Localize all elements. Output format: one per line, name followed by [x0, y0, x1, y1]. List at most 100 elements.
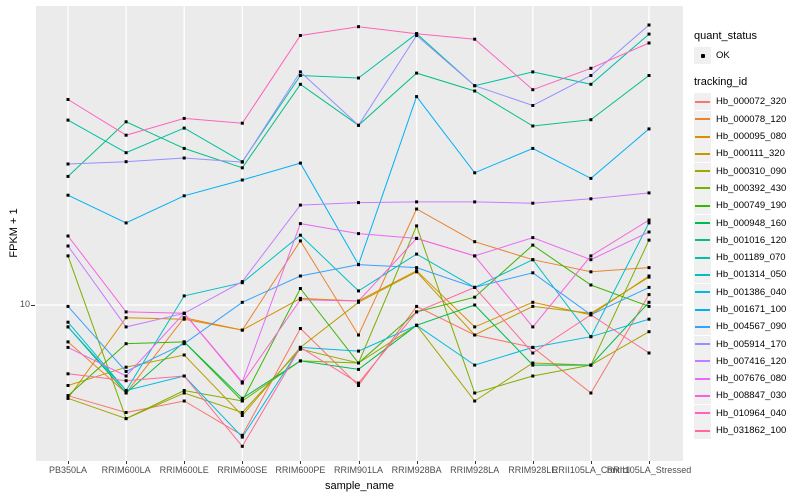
data-point — [531, 300, 535, 304]
data-point — [124, 160, 128, 164]
data-point — [647, 266, 651, 270]
legend-item-label: Hb_001189_070 — [716, 252, 786, 264]
data-point — [182, 399, 186, 403]
legend-key-line-icon — [695, 187, 710, 190]
x-tick-mark — [474, 461, 476, 464]
data-point — [415, 95, 419, 99]
data-point — [66, 118, 70, 122]
data-point — [240, 178, 244, 182]
legend-key-line-icon — [695, 360, 710, 363]
legend-key-box — [694, 110, 711, 128]
data-point — [589, 391, 593, 395]
data-point — [531, 361, 535, 365]
data-point — [357, 123, 360, 127]
legend-key-line-icon — [695, 239, 710, 242]
data-point — [124, 120, 128, 124]
legend-item: Hb_007416_120 — [694, 352, 798, 370]
plot-panel — [36, 6, 683, 461]
legend-key-box — [694, 422, 711, 440]
data-point — [124, 221, 128, 225]
data-point — [124, 391, 128, 395]
legend-item: Hb_007676_080 — [694, 370, 798, 388]
data-point — [298, 298, 302, 302]
legend-item-label: Hb_001314_050 — [716, 269, 787, 281]
data-point — [182, 294, 186, 298]
data-point — [124, 417, 128, 421]
data-point — [531, 271, 535, 275]
data-point — [531, 325, 535, 329]
legend-key-box — [694, 283, 711, 301]
legend-key-box — [694, 47, 711, 65]
data-point — [531, 70, 535, 74]
data-point — [473, 37, 477, 41]
data-point — [647, 317, 651, 321]
x-tick-mark — [300, 461, 302, 464]
data-point — [589, 313, 593, 317]
legend-key-line-icon — [695, 152, 710, 155]
legend-key-line-icon — [695, 273, 710, 276]
data-point — [415, 236, 419, 240]
data-point — [647, 32, 651, 36]
data-point — [473, 285, 477, 289]
legend-item-label: OK — [716, 50, 730, 62]
legend-key-box — [694, 318, 711, 336]
data-point — [415, 323, 419, 327]
data-point — [531, 258, 535, 262]
data-point — [66, 394, 70, 398]
legend-key-line-icon — [695, 100, 710, 103]
tracking-legend-items: Hb_000072_320 Hb_000078_120 Hb_000095_080 H… — [694, 93, 798, 440]
data-point — [357, 361, 360, 365]
data-point — [473, 363, 477, 367]
data-point — [357, 381, 360, 385]
legend-key-line-icon — [695, 135, 710, 138]
data-point — [531, 363, 535, 367]
data-point — [415, 34, 419, 37]
x-tick-label: RRIM600SE — [217, 465, 268, 475]
data-point — [647, 218, 651, 222]
data-point — [415, 252, 419, 256]
data-point — [240, 328, 244, 332]
x-tick-label: RRII105LA_Stressed — [606, 465, 692, 475]
legend-item: Hb_005914_170 — [694, 335, 798, 353]
data-point — [182, 146, 186, 150]
data-point — [66, 320, 70, 324]
data-point — [66, 234, 70, 238]
x-axis-title: sample_name — [324, 480, 395, 492]
legend-key-line-icon — [695, 291, 710, 294]
data-point — [298, 82, 302, 86]
data-point — [298, 70, 302, 74]
x-tick-label: RRIM600PE — [275, 465, 326, 475]
data-point — [240, 280, 244, 284]
legend-key-line-icon — [695, 170, 710, 173]
data-point — [647, 238, 651, 242]
data-point — [124, 379, 128, 383]
data-point — [647, 230, 651, 234]
legend-item-label: Hb_031862_100 — [716, 425, 787, 437]
data-point — [647, 300, 651, 304]
legend-item-label: Hb_005914_170 — [716, 338, 787, 350]
data-point — [357, 289, 360, 293]
data-point — [357, 263, 360, 267]
x-tick-label: PB350LA — [48, 465, 88, 475]
data-point — [298, 222, 302, 226]
data-point — [124, 374, 128, 378]
data-point — [66, 162, 70, 166]
data-point — [589, 176, 593, 180]
data-point — [473, 295, 477, 299]
data-point — [589, 197, 593, 201]
data-point — [298, 274, 302, 278]
data-point — [298, 239, 302, 243]
data-point — [298, 327, 302, 330]
data-point — [240, 166, 244, 170]
data-point — [473, 391, 477, 395]
x-tick-mark — [242, 461, 244, 464]
data-point — [124, 316, 128, 320]
data-point — [298, 233, 302, 237]
data-point — [415, 32, 419, 36]
data-point — [647, 304, 651, 308]
x-tick-label: RRIM928LE — [508, 465, 558, 475]
legend-key-box — [694, 93, 711, 111]
data-point — [647, 41, 651, 45]
x-tick-label: RRIM928LA — [450, 465, 500, 475]
legend-item: Hb_010964_040 — [694, 404, 798, 422]
